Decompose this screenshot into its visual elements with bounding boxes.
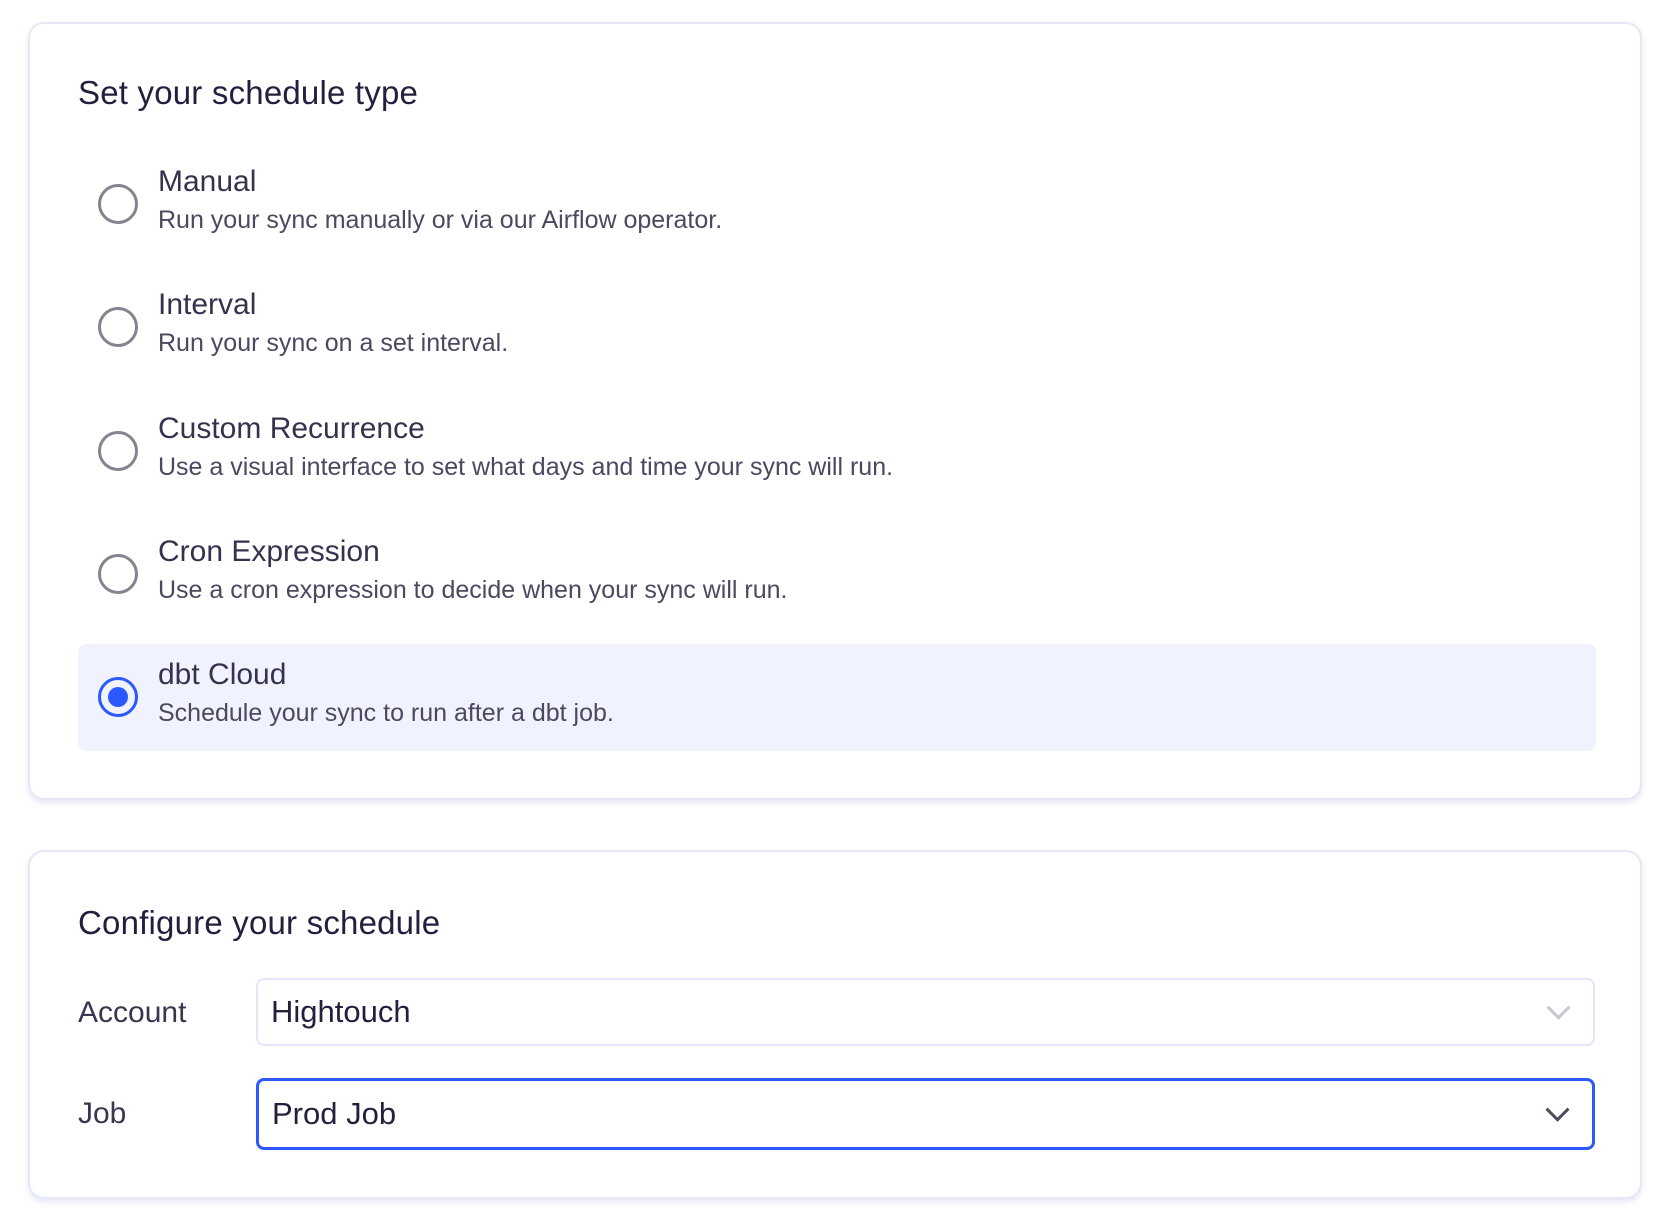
chevron-down-icon — [1545, 1097, 1570, 1122]
option-dbt-cloud[interactable]: dbt Cloud Schedule your sync to run afte… — [78, 644, 1596, 751]
account-label: Account — [78, 996, 187, 1029]
account-select[interactable]: Hightouch — [256, 978, 1595, 1046]
schedule-type-title: Set your schedule type — [78, 74, 419, 111]
option-label: dbt Cloud — [158, 658, 287, 691]
radio-icon[interactable] — [98, 307, 138, 347]
option-description: Schedule your sync to run after a dbt jo… — [158, 699, 614, 727]
option-custom-recurrence[interactable]: Custom Recurrence Use a visual interface… — [78, 398, 1596, 505]
radio-icon[interactable] — [98, 184, 138, 224]
option-description: Run your sync manually or via our Airflo… — [158, 206, 723, 234]
configure-schedule-title: Configure your schedule — [78, 904, 441, 941]
option-label: Cron Expression — [158, 535, 380, 568]
radio-icon[interactable] — [98, 431, 138, 471]
radio-icon[interactable] — [98, 554, 138, 594]
option-description: Use a visual interface to set what days … — [158, 453, 894, 481]
chevron-down-icon — [1546, 995, 1571, 1020]
radio-selected-icon[interactable] — [98, 677, 138, 717]
schedule-type-card: Set your schedule type Manual Run your s… — [28, 22, 1642, 800]
option-cron-expression[interactable]: Cron Expression Use a cron expression to… — [78, 521, 1596, 628]
option-manual[interactable]: Manual Run your sync manually or via our… — [78, 151, 1596, 258]
option-description: Use a cron expression to decide when you… — [158, 576, 788, 604]
option-interval[interactable]: Interval Run your sync on a set interval… — [78, 274, 1596, 381]
option-label: Custom Recurrence — [158, 412, 425, 445]
job-label: Job — [78, 1097, 127, 1130]
job-select[interactable]: Prod Job — [256, 1078, 1595, 1150]
option-label: Interval — [158, 288, 257, 321]
option-description: Run your sync on a set interval. — [158, 329, 509, 357]
option-label: Manual — [158, 165, 257, 198]
account-value: Hightouch — [271, 994, 411, 1029]
job-value: Prod Job — [272, 1096, 397, 1131]
configure-schedule-card: Configure your schedule Account Hightouc… — [28, 850, 1642, 1199]
